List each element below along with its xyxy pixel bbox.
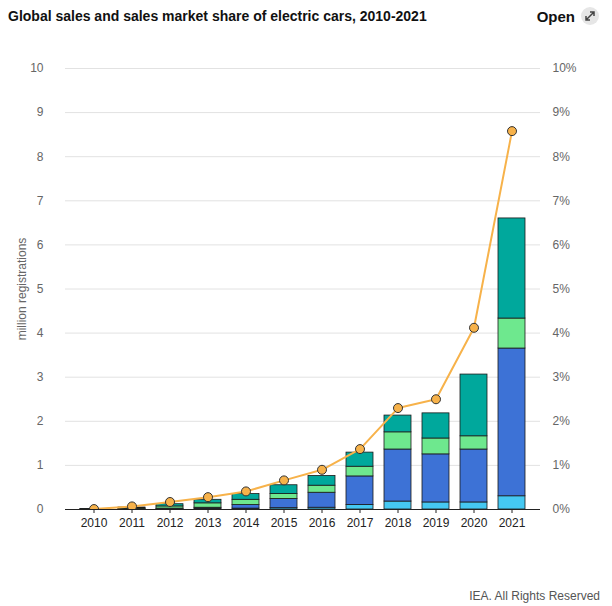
svg-text:2011: 2011 [119, 516, 145, 530]
svg-text:2020: 2020 [461, 516, 488, 530]
html-text:IEA. All Rights Reserved: IEA. All Rights Reserved [469, 589, 600, 603]
svg-text:3: 3 [37, 370, 44, 384]
svg-text:3%: 3% [553, 370, 571, 384]
svg-text:9: 9 [37, 105, 44, 119]
svg-text:6: 6 [37, 238, 44, 252]
svg-text:8: 8 [37, 150, 44, 164]
svg-text:5: 5 [37, 282, 44, 296]
svg-text:million registrations: million registrations [15, 238, 29, 341]
svg-text:9%: 9% [553, 105, 571, 119]
svg-text:1%: 1% [553, 458, 571, 472]
html-text:Global sales and sales market: Global sales and sales market share of e… [8, 8, 427, 24]
svg-text:5%: 5% [553, 282, 571, 296]
svg-text:2018: 2018 [385, 516, 412, 530]
svg-text:1: 1 [37, 458, 44, 472]
svg-text:6%: 6% [553, 238, 571, 252]
svg-text:2012: 2012 [157, 516, 184, 530]
svg-text:0%: 0% [553, 502, 571, 516]
svg-text:4: 4 [37, 326, 44, 340]
svg-text:2014: 2014 [233, 516, 260, 530]
svg-text:2021: 2021 [499, 516, 526, 530]
html-text:Open: Open [536, 7, 575, 25]
svg-text:2016: 2016 [309, 516, 336, 530]
svg-text:2017: 2017 [347, 516, 374, 530]
svg-text:10%: 10% [553, 61, 577, 75]
svg-text:2013: 2013 [195, 516, 222, 530]
svg-text:7%: 7% [553, 194, 571, 208]
svg-text:10: 10 [30, 61, 44, 75]
svg-text:2015: 2015 [271, 516, 298, 530]
svg-text:2010: 2010 [81, 516, 108, 530]
svg-text:7: 7 [37, 194, 44, 208]
svg-text:2: 2 [37, 414, 44, 428]
svg-text:2%: 2% [553, 414, 571, 428]
svg-text:4%: 4% [553, 326, 571, 340]
svg-text:2019: 2019 [423, 516, 450, 530]
svg-text:8%: 8% [553, 150, 571, 164]
svg-text:0: 0 [37, 502, 44, 516]
